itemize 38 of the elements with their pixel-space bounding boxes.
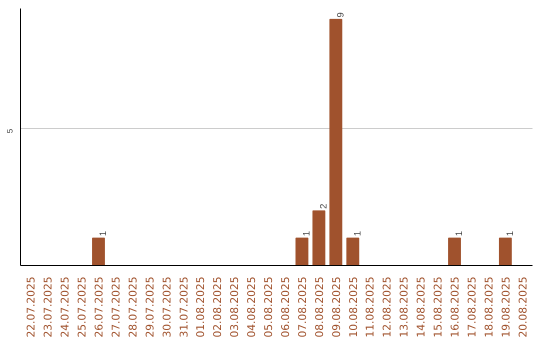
x-tick-label: 29.07.2025 xyxy=(143,276,156,338)
x-tick-label: 22.07.2025 xyxy=(24,276,38,338)
x-tick-label: 24.07.2025 xyxy=(58,276,72,338)
x-tick-label: 13.08.2025 xyxy=(398,276,411,338)
x-tick-label: 05.08.2025 xyxy=(262,276,276,338)
data-label: 2 xyxy=(318,204,328,209)
x-tick-label: 23.07.2025 xyxy=(42,276,55,338)
x-tick-label: 12.08.2025 xyxy=(380,276,394,338)
x-tick-label: 04.08.2025 xyxy=(245,276,258,338)
data-label: 1 xyxy=(301,230,312,236)
x-tick-label: 03.08.2025 xyxy=(228,276,242,338)
x-tick-label: 30.07.2025 xyxy=(160,276,174,338)
data-label: 1 xyxy=(352,230,362,236)
x-tick-label: 28.07.2025 xyxy=(126,276,140,338)
x-tick-label: 15.08.2025 xyxy=(432,276,445,338)
x-tick-label: 19.08.2025 xyxy=(499,276,512,338)
x-tick-label: 27.07.2025 xyxy=(109,276,122,338)
data-label: 9 xyxy=(335,12,346,18)
x-tick-label: 31.07.2025 xyxy=(177,276,190,338)
x-tick-label: 17.08.2025 xyxy=(465,276,478,338)
x-tick-label: 11.08.2025 xyxy=(364,276,377,338)
x-tick-label: 02.08.2025 xyxy=(211,276,224,338)
x-tick-label: 08.08.2025 xyxy=(312,276,326,338)
x-tick-label: 09.08.2025 xyxy=(330,276,343,338)
x-tick-label: 10.08.2025 xyxy=(346,276,360,338)
data-label: 1 xyxy=(454,230,464,236)
x-tick-label: 20.08.2025 xyxy=(516,276,530,338)
x-tick-label: 07.08.2025 xyxy=(296,276,309,338)
x-tick-label: 14.08.2025 xyxy=(414,276,428,338)
x-tick-label: 25.07.2025 xyxy=(76,276,89,338)
x-tick-label: 01.08.2025 xyxy=(194,276,208,338)
x-tick-label: 16.08.2025 xyxy=(448,276,462,338)
x-tick-label: 18.08.2025 xyxy=(482,276,496,338)
x-tick-label: 26.07.2025 xyxy=(92,276,106,338)
y-tick-label: 5 xyxy=(6,128,14,134)
x-tick-label: 06.08.2025 xyxy=(278,276,292,338)
data-label: 1 xyxy=(98,230,108,236)
data-label: 1 xyxy=(504,230,515,236)
